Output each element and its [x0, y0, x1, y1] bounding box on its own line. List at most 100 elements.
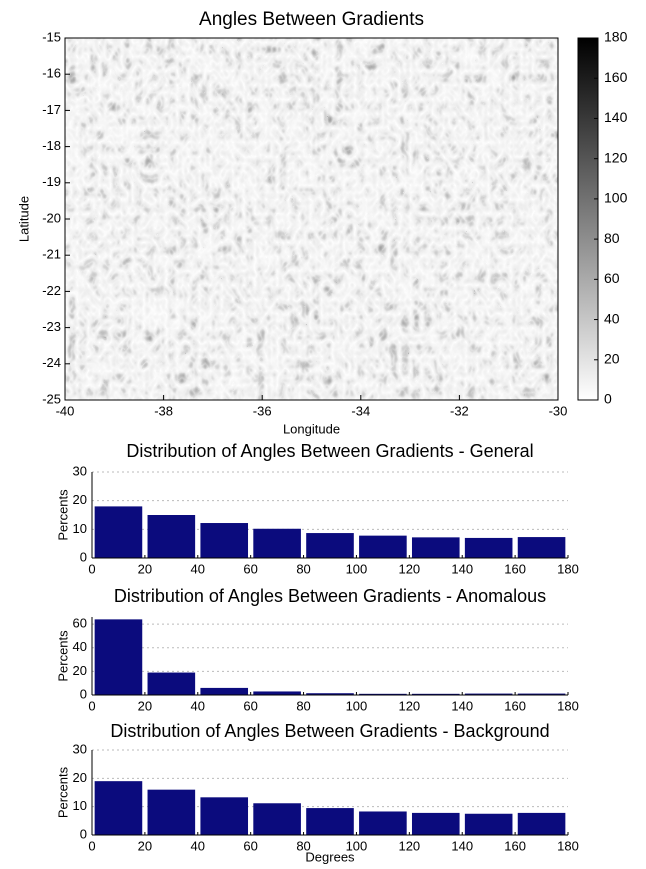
y-tick-label: 20: [73, 663, 87, 678]
x-tick-label: 120: [398, 838, 420, 853]
colorbar-tick-label: 140: [604, 109, 628, 125]
y-tick-label: -16: [42, 66, 61, 81]
y-tick-label: 60: [73, 616, 87, 631]
y-tick-label: -18: [42, 138, 61, 153]
y-axis-label: Percents: [55, 630, 70, 682]
x-tick-label: 140: [451, 561, 473, 576]
y-tick-label: -17: [42, 102, 61, 117]
bar: [253, 529, 301, 558]
y-tick-label: -22: [42, 283, 61, 298]
y-tick-label: 40: [73, 639, 87, 654]
bar: [359, 536, 407, 558]
colorbar: [578, 38, 598, 400]
bar: [200, 523, 248, 558]
y-tick-label: -25: [42, 391, 61, 406]
page: Angles Between Gradients-40-38-36-34-32-…: [0, 0, 646, 869]
y-tick-label: 10: [73, 521, 87, 536]
bar: [253, 803, 301, 835]
colorbar-tick-label: 20: [604, 350, 620, 366]
colorbar-tick-label: 160: [604, 69, 628, 85]
x-tick-label: 120: [398, 561, 420, 576]
x-tick-label: 60: [243, 561, 257, 576]
y-tick-label: 0: [80, 549, 87, 564]
y-axis-label: Percents: [55, 489, 70, 541]
chart-title: Distribution of Angles Between Gradients…: [114, 586, 546, 606]
x-tick-label: 0: [88, 561, 95, 576]
bar: [200, 797, 248, 835]
y-tick-label: -23: [42, 319, 61, 334]
bar: [518, 813, 566, 835]
bar: [95, 619, 143, 695]
x-tick-label: 20: [138, 838, 152, 853]
colorbar-tick-label: 60: [604, 270, 620, 286]
heatmap-image: [65, 38, 558, 400]
x-tick-label: -34: [351, 403, 370, 418]
bar: [200, 688, 248, 695]
bar: [148, 515, 196, 558]
bar: [148, 790, 196, 835]
x-tick-label: 100: [346, 698, 368, 713]
x-tick-label: 40: [191, 698, 205, 713]
x-tick-label: 160: [504, 698, 526, 713]
x-tick-label: 140: [451, 698, 473, 713]
x-tick-label: 120: [398, 698, 420, 713]
x-tick-label: 40: [191, 561, 205, 576]
x-tick-label: 0: [88, 698, 95, 713]
x-tick-label: -30: [549, 403, 568, 418]
x-tick-label: 80: [296, 698, 310, 713]
y-tick-label: 30: [73, 741, 87, 756]
y-tick-label: 30: [73, 463, 87, 478]
x-tick-label: 0: [88, 838, 95, 853]
bar: [518, 537, 566, 558]
colorbar-tick-label: 120: [604, 149, 628, 165]
x-tick-label: 160: [504, 561, 526, 576]
colorbar-tick-label: 80: [604, 230, 620, 246]
x-tick-label: 180: [557, 561, 579, 576]
x-tick-label: 60: [243, 838, 257, 853]
chart-title: Angles Between Gradients: [199, 9, 424, 30]
x-tick-label: 80: [296, 561, 310, 576]
y-tick-label: 20: [73, 492, 87, 507]
bar: [95, 781, 143, 835]
x-tick-label: 100: [346, 561, 368, 576]
y-tick-label: -19: [42, 174, 61, 189]
bar: [412, 537, 460, 558]
y-axis-label: Latitude: [16, 196, 31, 242]
y-tick-label: -15: [42, 29, 61, 44]
bar: [359, 811, 407, 835]
colorbar-tick-label: 100: [604, 190, 628, 206]
x-axis-label: Longitude: [283, 421, 340, 436]
y-tick-label: -20: [42, 210, 61, 225]
chart-title: Distribution of Angles Between Gradients…: [110, 721, 549, 741]
x-tick-label: 60: [243, 698, 257, 713]
bar: [412, 813, 460, 835]
x-tick-label: -36: [253, 403, 272, 418]
y-tick-label: 10: [73, 798, 87, 813]
y-tick-label: -21: [42, 247, 61, 262]
x-tick-label: 20: [138, 698, 152, 713]
bar: [253, 691, 301, 695]
x-axis-label: Degrees: [305, 849, 355, 864]
x-tick-label: 140: [451, 838, 473, 853]
x-tick-label: 20: [138, 561, 152, 576]
chart-title: Distribution of Angles Between Gradients…: [126, 441, 533, 461]
bar: [306, 533, 354, 558]
x-tick-label: -32: [450, 403, 469, 418]
bar: [95, 506, 143, 558]
bar: [465, 814, 513, 835]
y-tick-label: 0: [80, 826, 87, 841]
figure: Angles Between Gradients-40-38-36-34-32-…: [0, 0, 646, 869]
bar: [148, 673, 196, 695]
x-tick-label: 180: [557, 698, 579, 713]
colorbar-tick-label: 180: [604, 29, 628, 45]
x-tick-label: 160: [504, 838, 526, 853]
y-tick-label: -24: [42, 355, 61, 370]
x-tick-label: 180: [557, 838, 579, 853]
colorbar-tick-label: 40: [604, 310, 620, 326]
bar: [465, 538, 513, 558]
x-tick-label: 40: [191, 838, 205, 853]
y-axis-label: Percents: [55, 766, 70, 818]
x-tick-label: -38: [154, 403, 173, 418]
colorbar-tick-label: 0: [604, 391, 612, 407]
y-tick-label: 20: [73, 770, 87, 785]
